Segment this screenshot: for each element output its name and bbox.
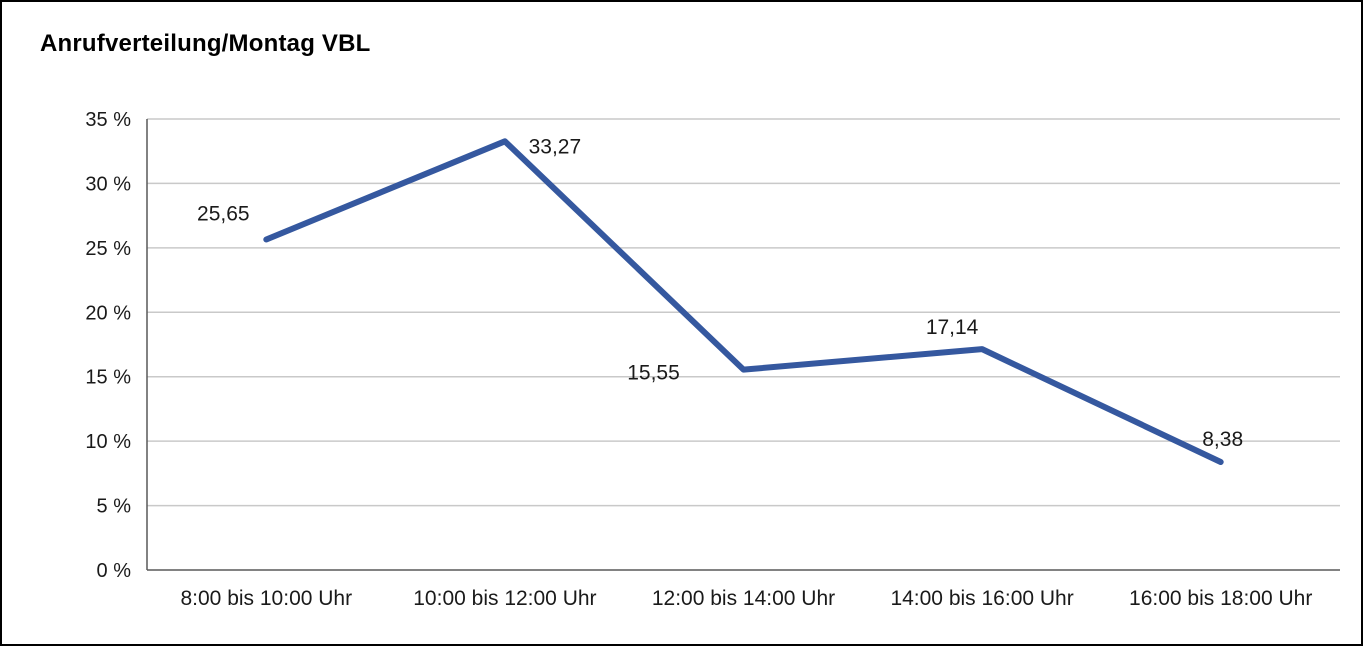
y-tick-label: 0 % bbox=[97, 560, 132, 582]
y-tick-label: 25 % bbox=[85, 238, 131, 260]
y-tick-label: 30 % bbox=[85, 173, 131, 195]
series-line bbox=[263, 138, 1224, 466]
data-point-label: 33,27 bbox=[529, 135, 582, 158]
x-tick-label: 8:00 bis 10:00 Uhr bbox=[180, 587, 352, 610]
chart-title: Anrufverteilung/Montag VBL bbox=[40, 30, 371, 57]
y-tick-label: 5 % bbox=[97, 496, 132, 518]
y-tick-label: 20 % bbox=[85, 302, 131, 324]
y-tick-label: 15 % bbox=[85, 367, 131, 389]
data-point-label: 17,14 bbox=[926, 316, 979, 339]
x-tick-label: 10:00 bis 12:00 Uhr bbox=[413, 587, 596, 610]
data-point-label: 25,65 bbox=[197, 202, 250, 225]
data-point-label: 15,55 bbox=[627, 362, 680, 385]
y-tick-label: 10 % bbox=[85, 431, 131, 453]
x-tick-label: 16:00 bis 18:00 Uhr bbox=[1129, 587, 1312, 610]
y-tick-label: 35 % bbox=[85, 109, 131, 131]
data-point-label: 8,38 bbox=[1202, 428, 1243, 451]
x-tick-label: 12:00 bis 14:00 Uhr bbox=[652, 587, 835, 610]
x-tick-label: 14:00 bis 16:00 Uhr bbox=[890, 587, 1073, 610]
